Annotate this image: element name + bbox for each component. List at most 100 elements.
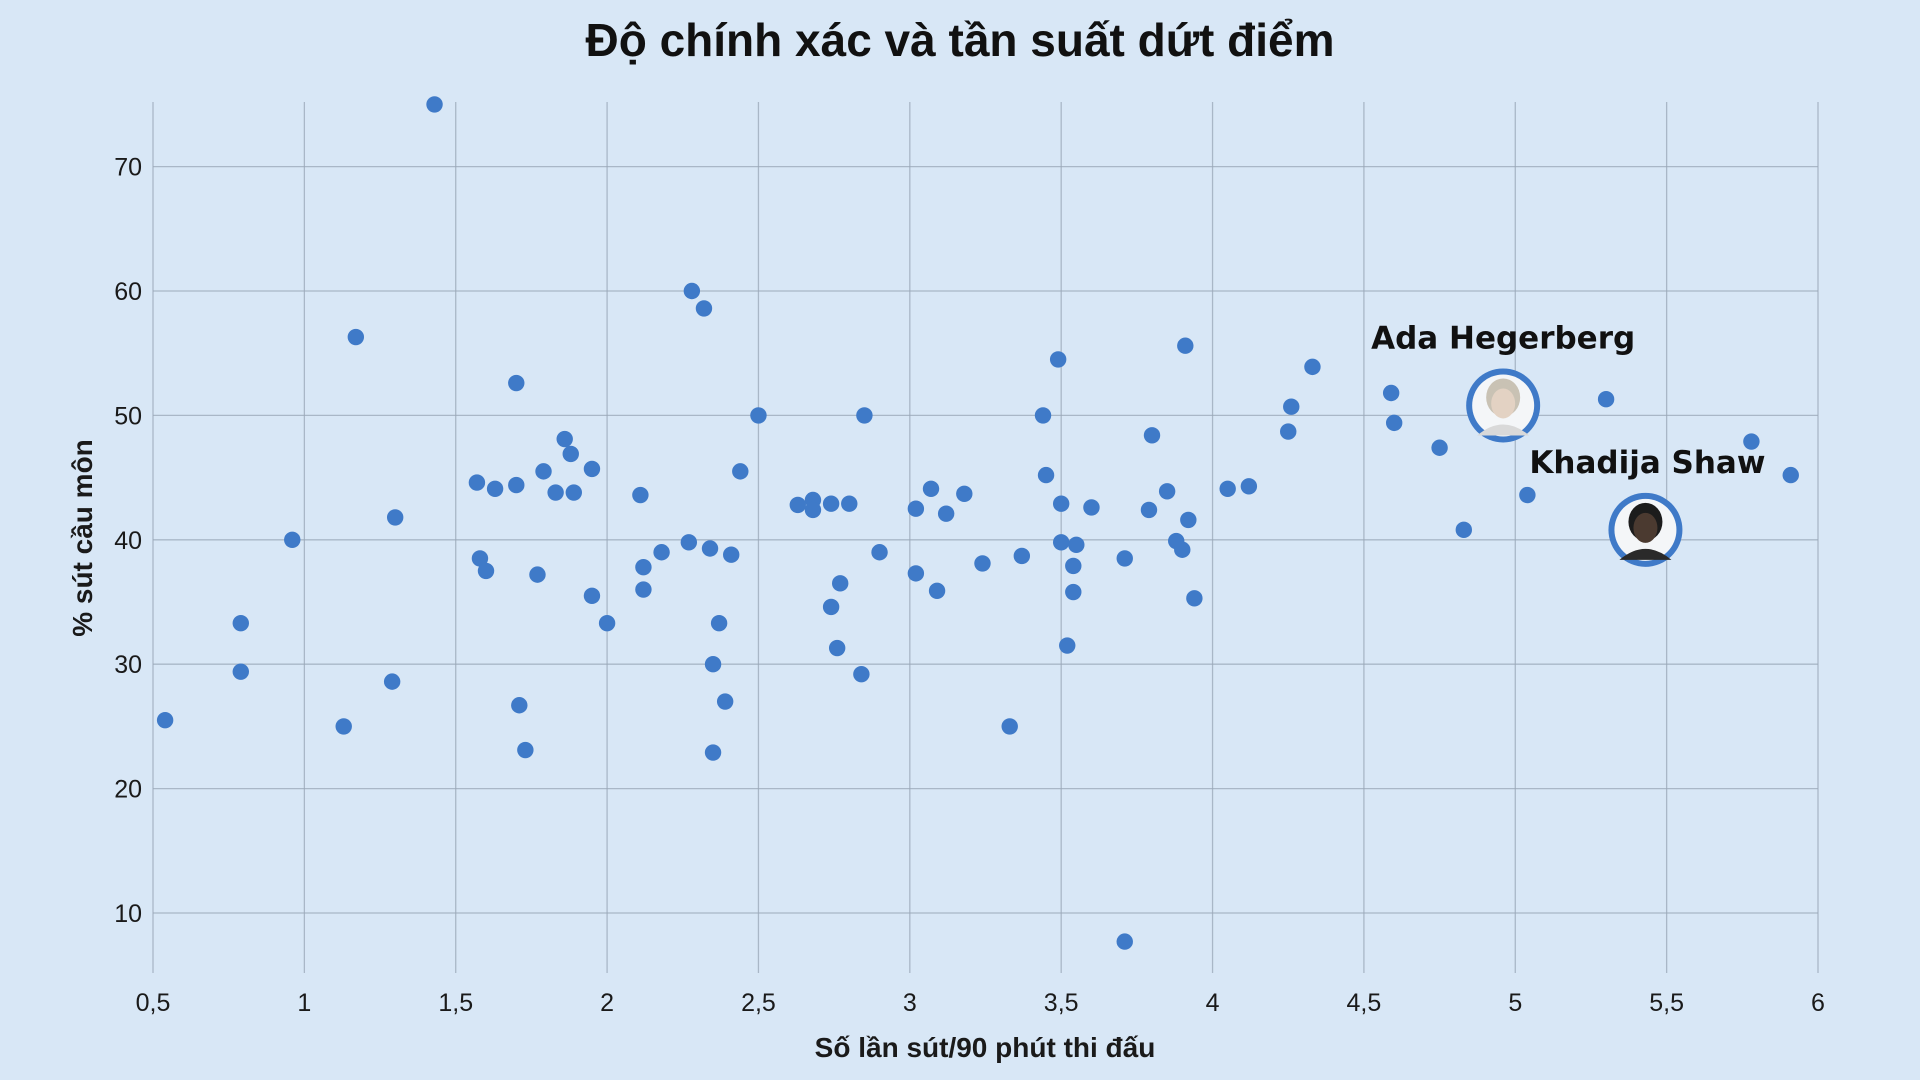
data-point: [871, 544, 888, 561]
data-point: [347, 328, 365, 346]
data-point: [632, 486, 649, 504]
data-point: [583, 460, 601, 478]
data-point: [750, 407, 767, 424]
player-name-label: Khadija Shaw: [1529, 445, 1765, 481]
data-point: [683, 282, 701, 300]
data-point: [284, 531, 301, 548]
data-point: [383, 673, 401, 690]
data-point: [680, 534, 698, 551]
data-point: [471, 550, 489, 567]
data-point: [562, 445, 579, 463]
y-axis-label: % sút cầu môn: [67, 439, 98, 637]
data-point: [426, 96, 443, 113]
y-tick-label: 60: [114, 278, 142, 306]
data-point: [1519, 486, 1536, 504]
data-point: [710, 614, 728, 632]
data-point: [511, 697, 528, 714]
data-point: [635, 581, 652, 598]
data-point: [1597, 391, 1615, 408]
y-tick-label: 20: [114, 776, 142, 804]
x-tick-label: 5,5: [1649, 989, 1684, 1017]
x-tick-label: 1,5: [438, 989, 473, 1017]
data-point: [1059, 637, 1076, 654]
data-point: [1180, 511, 1197, 529]
data-point: [1034, 407, 1052, 424]
data-point: [1177, 337, 1194, 354]
x-tick-label: 1: [297, 989, 311, 1017]
data-point: [1140, 501, 1158, 519]
x-tick-label: 5: [1508, 989, 1522, 1017]
data-point: [1037, 466, 1055, 484]
data-point: [508, 374, 525, 392]
data-point: [723, 546, 740, 563]
data-point: [232, 663, 249, 680]
data-point: [508, 476, 525, 494]
data-point: [922, 480, 940, 497]
y-tick-label: 70: [114, 154, 142, 182]
data-point: [1431, 439, 1448, 456]
data-point: [477, 562, 495, 580]
data-point: [822, 495, 840, 512]
data-point: [1052, 495, 1070, 512]
data-point: [517, 741, 534, 759]
data-point: [232, 614, 249, 632]
data-point: [335, 718, 352, 735]
y-tick-label: 10: [114, 900, 142, 928]
data-point: [556, 430, 573, 448]
x-tick-label: 3,5: [1044, 989, 1079, 1017]
data-point: [1158, 483, 1176, 500]
gridlines: [152, 102, 1819, 973]
x-tick-label: 2,5: [741, 989, 776, 1017]
data-point: [1065, 583, 1082, 601]
data-point: [1743, 433, 1760, 450]
data-point: [1065, 557, 1082, 575]
data-point: [386, 509, 404, 526]
data-point: [1304, 358, 1321, 376]
data-point: [1174, 541, 1191, 558]
x-tick-label: 4,5: [1347, 989, 1382, 1017]
data-point: [907, 500, 925, 517]
data-point: [529, 566, 546, 583]
data-point: [1068, 536, 1085, 553]
data-point: [856, 407, 873, 424]
data-point: [695, 300, 713, 317]
x-tick-label: 4: [1206, 989, 1220, 1017]
x-tick-label: 2: [600, 989, 614, 1017]
data-point: [1240, 478, 1258, 495]
data-point: [928, 582, 946, 600]
data-point: [1013, 547, 1031, 565]
data-point: [1455, 521, 1473, 539]
x-tick-label: 0,5: [136, 989, 171, 1017]
data-point: [704, 656, 722, 673]
data-point: [535, 463, 552, 480]
data-point: [156, 711, 174, 729]
data-point: [1116, 933, 1133, 950]
x-tick-label: 6: [1811, 989, 1825, 1017]
data-point: [486, 480, 504, 497]
data-point: [1049, 351, 1067, 368]
data-point: [583, 587, 601, 604]
data-points: [156, 96, 1799, 950]
data-point: [547, 484, 564, 501]
data-point: [1143, 427, 1161, 444]
data-point: [1280, 423, 1297, 440]
data-point: [974, 555, 991, 572]
data-point: [732, 463, 749, 480]
data-point: [1052, 534, 1070, 551]
data-point: [1219, 480, 1236, 497]
data-point: [1116, 550, 1133, 567]
tick-labels: 0,5 1 1,5 2 2,5 3 3,5 4 4,5 5 5,5 6 10 20 30 40 50 60 70: [114, 154, 1825, 1017]
data-point: [716, 693, 734, 710]
y-tick-label: 40: [114, 527, 142, 555]
data-point: [831, 575, 849, 592]
x-axis-label: Số lần sút/90 phút thi đấu: [815, 1032, 1156, 1063]
data-point: [937, 505, 955, 522]
data-point: [907, 565, 925, 582]
data-point: [468, 474, 486, 491]
y-tick-label: 30: [114, 651, 142, 679]
data-point: [1283, 398, 1300, 415]
data-point: [956, 485, 973, 502]
data-point: [1782, 466, 1799, 484]
data-point: [789, 496, 807, 514]
